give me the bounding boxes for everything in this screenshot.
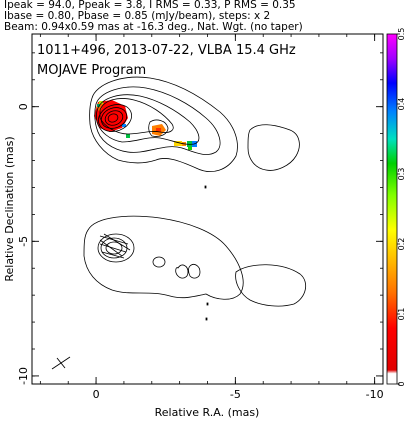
header-line-base: Ibase = 0.80, Pbase = 0.85 (mJy/beam), s… (4, 10, 271, 22)
core-edge-green-2 (126, 134, 130, 138)
x-tick-label: -5 (230, 388, 241, 401)
contour-lower-outer (83, 215, 244, 300)
colorbar (386, 33, 398, 385)
contour-lower-1 (97, 233, 135, 263)
contour-outer (89, 76, 238, 172)
noise-dot-3 (205, 317, 208, 321)
colorbar-tick-label: 0.5 (397, 28, 406, 41)
x-axis-label: Relative R.A. (mas) (155, 406, 260, 419)
contours (83, 76, 307, 321)
core-edge-blue (122, 124, 126, 127)
x-tick-label: 0 (93, 388, 100, 401)
contour-lower-east (235, 264, 307, 307)
x-axis: 0 -5 -10 (39, 34, 384, 401)
plot-frame (31, 33, 384, 385)
contour-lower-hatch-2 (99, 233, 131, 257)
y-axis-label: Relative Declination (mas) (3, 136, 16, 281)
header-line-beam: Beam: 0.94x0.59 mas at -16.3 deg., Nat. … (4, 21, 303, 33)
colorbar-tick-label: 0.2 (397, 238, 406, 251)
core-edge-green (97, 104, 100, 107)
contour-5 (98, 104, 132, 132)
colorbar-tick-label: 0.4 (397, 98, 406, 111)
knot-yellow-1 (174, 141, 182, 146)
contour-3 (95, 94, 200, 145)
y-axis: 0 -5 -10 (17, 52, 383, 385)
contour-6 (100, 107, 128, 129)
contour-lower-3 (105, 241, 123, 255)
header-line-peak: Ipeak = 94.0, Ppeak = 3.8, I RMS = 0.33,… (4, 0, 296, 11)
contour-4 (99, 98, 174, 135)
noise-dot-2 (206, 302, 209, 306)
x-tick-label: -10 (366, 388, 384, 401)
y-tick-label: -5 (17, 236, 30, 247)
core-edge-yellow (99, 101, 103, 104)
colorbar-axis: 0 0.1 0.2 0.3 0.4 0.5 (397, 28, 406, 387)
knot-green-2 (188, 147, 192, 150)
chart-subtitle: MOJAVE Program (37, 63, 146, 78)
image-layer (51, 76, 307, 370)
contour-8 (107, 113, 119, 123)
restoring-beam (51, 356, 71, 370)
colorbar-tick-label: 0 (397, 381, 406, 386)
noise-dot-1 (204, 185, 207, 189)
contour-2 (94, 86, 221, 155)
contour-jet-knot (148, 119, 169, 137)
y-tick-label: -10 (17, 367, 30, 385)
contour-lower-figure8 (175, 264, 201, 279)
chart-title: 1011+496, 2013-07-22, VLBA 15.4 GHz (37, 43, 296, 58)
contour-7 (104, 110, 124, 126)
contour-lower-knot (152, 256, 166, 268)
contour-east-blob (247, 124, 300, 171)
knot-red (156, 128, 161, 132)
y-tick-label: 0 (17, 103, 30, 110)
colorbar-tick-label: 0.1 (397, 308, 406, 321)
colorbar-tick-label: 0.3 (397, 168, 406, 181)
